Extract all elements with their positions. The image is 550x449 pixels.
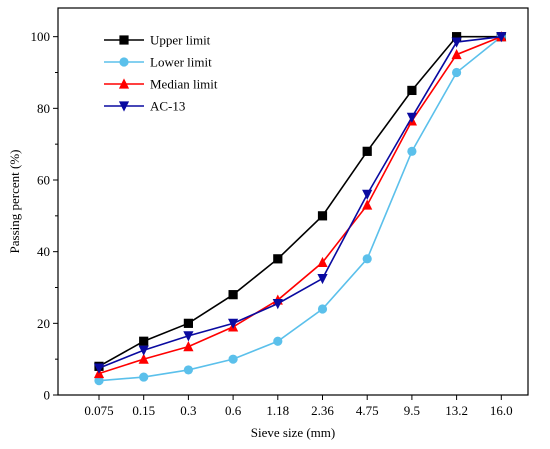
data-point — [317, 256, 328, 268]
x-tick-label: 2.36 — [311, 403, 334, 418]
data-point — [228, 318, 239, 329]
legend: Upper limit Lower limit Median limit AC-13 — [104, 33, 218, 114]
data-point — [138, 345, 149, 356]
plot-frame — [57, 7, 529, 396]
legend-item: Lower limit — [104, 55, 212, 70]
x-tick-label: 1.18 — [266, 403, 289, 418]
x-tick-label: 0.075 — [84, 403, 113, 418]
data-point — [452, 67, 462, 78]
x-axis-label: Sieve size (mm) — [251, 425, 335, 440]
series-line — [98, 35, 502, 369]
data-point — [273, 254, 283, 264]
series-line — [98, 36, 502, 382]
legend-marker — [119, 35, 129, 45]
series-line — [98, 35, 502, 375]
data-point — [407, 146, 417, 156]
y-tick-label: 0 — [44, 388, 51, 403]
legend-label: AC-13 — [150, 99, 185, 114]
data-point — [362, 254, 372, 264]
data-point — [317, 211, 328, 221]
data-point — [317, 304, 328, 314]
axes: 0 20 40 60 80 100 0.075 0.15 0.3 0.6 1.18 2.36 4.75 9… — [31, 7, 529, 418]
data-point — [139, 372, 149, 382]
data-point — [406, 112, 417, 123]
data-point — [362, 189, 373, 200]
legend-item: AC-13 — [104, 99, 185, 114]
data-point — [273, 336, 283, 346]
x-tick-label: 16.0 — [490, 403, 513, 418]
data-point — [183, 341, 194, 352]
legend-label: Lower limit — [150, 55, 212, 70]
x-tick-label: 0.15 — [132, 403, 155, 418]
data-point — [362, 146, 372, 156]
y-tick-label: 60 — [37, 173, 50, 188]
data-point — [228, 354, 238, 364]
plot-area — [93, 31, 507, 386]
x-tick-label: 13.2 — [445, 403, 468, 418]
x-tick-label: 0.6 — [225, 403, 242, 418]
series-ac-13 — [93, 32, 507, 374]
y-tick-label: 20 — [37, 316, 50, 331]
data-point — [317, 273, 328, 285]
y-tick-label: 80 — [37, 101, 50, 116]
legend-label: Median limit — [150, 77, 218, 92]
x-tick-label: 0.3 — [180, 403, 196, 418]
legend-marker — [118, 78, 130, 89]
legend-marker — [119, 57, 129, 67]
legend-label: Upper limit — [150, 33, 211, 48]
data-point — [93, 363, 105, 374]
data-point — [139, 336, 149, 346]
data-point — [451, 48, 462, 60]
data-point — [452, 32, 462, 42]
y-axis-label: Passing percent (%) — [7, 150, 22, 254]
data-point — [451, 37, 462, 48]
data-point — [362, 199, 373, 210]
legend-item: Upper limit — [104, 33, 211, 48]
y-tick-label: 100 — [31, 29, 51, 44]
data-point — [183, 331, 194, 342]
data-point — [183, 318, 193, 328]
legend-item: Median limit — [104, 77, 218, 92]
data-point — [407, 85, 417, 96]
data-point — [496, 32, 507, 43]
data-point — [94, 376, 104, 386]
data-point — [272, 299, 283, 310]
x-tick-label: 9.5 — [404, 403, 420, 418]
data-point — [138, 353, 149, 364]
x-tick-label: 4.75 — [356, 403, 379, 418]
data-point — [228, 290, 238, 300]
legend-marker — [118, 101, 130, 112]
data-point — [183, 365, 193, 375]
y-tick-label: 40 — [37, 244, 50, 259]
series-line — [98, 35, 502, 368]
